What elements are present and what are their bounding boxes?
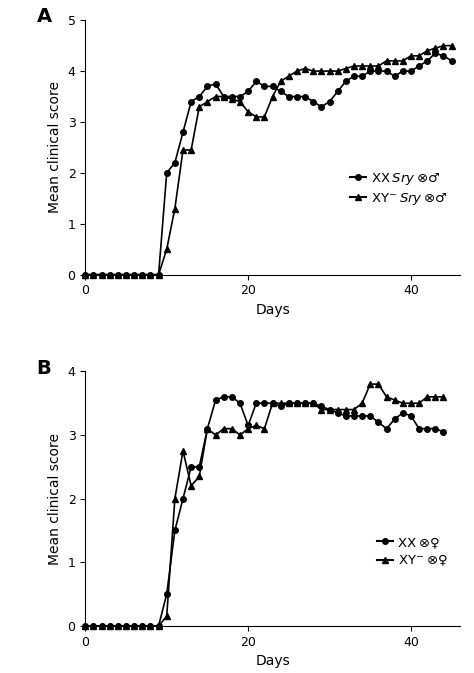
X-axis label: Days: Days [255,303,290,317]
Text: A: A [36,7,52,26]
Y-axis label: Mean clinical score: Mean clinical score [48,433,62,565]
Text: B: B [36,359,51,378]
Legend: XX ⊗♀, XY$^{-}$ ⊗♀: XX ⊗♀, XY$^{-}$ ⊗♀ [372,531,453,573]
Y-axis label: Mean clinical score: Mean clinical score [48,81,62,213]
X-axis label: Days: Days [255,654,290,668]
Legend: XX $Sry$ ⊗♂, XY$^{-}$ $Sry$ ⊗♂: XX $Sry$ ⊗♂, XY$^{-}$ $Sry$ ⊗♂ [345,166,453,212]
